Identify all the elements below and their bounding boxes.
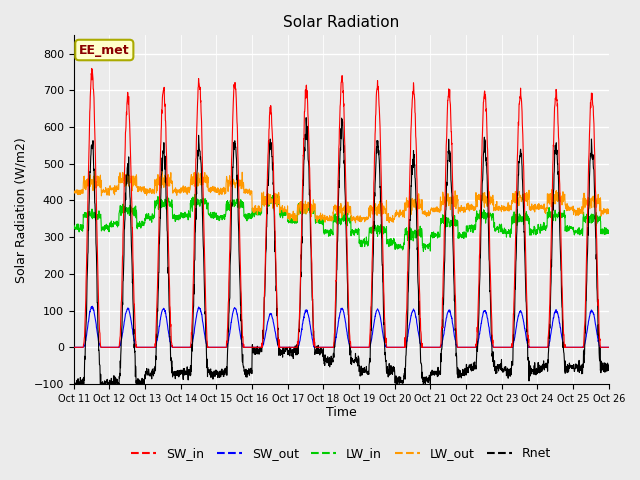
X-axis label: Time: Time [326, 407, 356, 420]
Legend: SW_in, SW_out, LW_in, LW_out, Rnet: SW_in, SW_out, LW_in, LW_out, Rnet [126, 442, 556, 465]
Title: Solar Radiation: Solar Radiation [283, 15, 399, 30]
Y-axis label: Solar Radiation (W/m2): Solar Radiation (W/m2) [15, 137, 28, 283]
Text: EE_met: EE_met [79, 44, 130, 57]
